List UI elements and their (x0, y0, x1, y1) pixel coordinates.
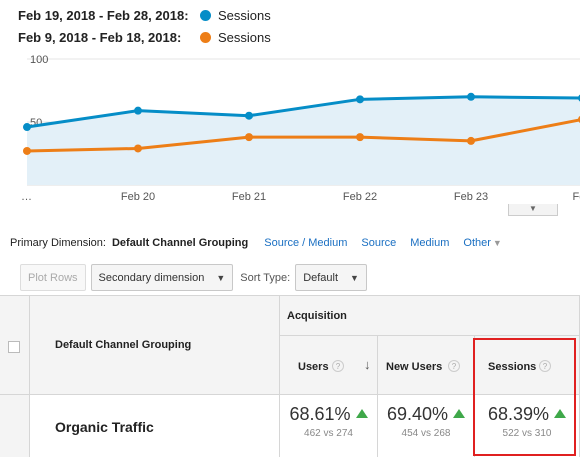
report-table: Default Channel Grouping Acquisition Use… (0, 295, 580, 457)
primary-dimension-label: Primary Dimension: (10, 237, 106, 249)
x-tick-label: … (21, 191, 32, 203)
metric-compare: 522 vs 310 (502, 428, 552, 439)
column-label-sessions: Sessions (488, 361, 537, 373)
legend-date-range: Feb 19, 2018 - Feb 28, 2018: (18, 7, 189, 23)
chart-legend: Feb 19, 2018 - Feb 28, 2018: Sessions Fe… (18, 4, 271, 48)
select-all-cell (0, 296, 30, 395)
data-point (245, 111, 253, 120)
row-checkbox-cell (0, 395, 30, 457)
column-header-users[interactable]: Users ? ↓ (280, 336, 378, 395)
help-icon[interactable]: ? (448, 360, 460, 372)
column-header-sessions[interactable]: Sessions ? (475, 336, 580, 395)
legend-metric: Sessions (218, 29, 271, 45)
dimension-link-source-medium[interactable]: Source / Medium (264, 237, 348, 249)
help-icon[interactable]: ? (332, 360, 344, 372)
metric-compare: 454 vs 268 (401, 428, 451, 439)
other-label: Other (463, 237, 491, 249)
data-point (134, 144, 142, 153)
dimension-other-dropdown[interactable]: Other ▼ (463, 237, 501, 249)
column-label-new-users: New Users (386, 361, 443, 373)
data-point (134, 106, 142, 115)
up-arrow-icon (554, 409, 567, 418)
metric-pct: 68.61% (289, 404, 351, 424)
y-tick-label: 100 (30, 54, 48, 66)
metric-pct: 69.40% (386, 404, 449, 424)
metric-sessions: 68.39% 522 vs 310 (475, 404, 579, 439)
metric-compare: 462 vs 274 (304, 428, 353, 439)
data-point (467, 92, 475, 101)
data-point (23, 123, 31, 132)
acquisition-label: Acquisition (287, 310, 347, 322)
data-point (245, 133, 253, 142)
column-header-new-users[interactable]: New Users ? (378, 336, 475, 395)
row-label-organic-traffic[interactable]: Organic Traffic (55, 419, 154, 435)
caret-down-icon: ▼ (216, 272, 226, 283)
x-tick-label: Feb 21 (232, 191, 266, 203)
sessions-highlight-box (473, 338, 576, 456)
x-tick-label: Feb 20 (121, 191, 155, 203)
legend-dot (200, 9, 211, 21)
acquisition-group-header: Acquisition (280, 296, 580, 336)
caret-down-icon: ▼ (350, 272, 359, 283)
legend-item-current: Feb 19, 2018 - Feb 28, 2018: Sessions (18, 4, 271, 26)
data-point (356, 95, 364, 104)
dimension-link-medium[interactable]: Medium (410, 237, 450, 249)
series-line-0 (26, 95, 580, 129)
x-tick-label: Feb (573, 191, 580, 203)
cell-new-users: 69.40% 454 vs 268 (378, 395, 475, 457)
primary-series-area (27, 96, 580, 185)
data-point (23, 146, 31, 155)
x-tick-label: Feb 23 (454, 191, 488, 203)
chevron-down-icon: ▼ (529, 204, 537, 213)
up-arrow-icon (355, 409, 368, 418)
primary-dimension-bar: Primary Dimension: Default Channel Group… (10, 237, 502, 249)
cell-users: 68.61% 462 vs 274 (280, 395, 378, 457)
sort-type-label: Sort Type: (240, 271, 291, 284)
legend-item-previous: Feb 9, 2018 - Feb 18, 2018: Sessions (18, 26, 271, 48)
column-label-users: Users (298, 361, 329, 373)
data-point (467, 136, 475, 145)
dimension-link-source[interactable]: Source (361, 237, 397, 249)
plot-rows-button[interactable]: Plot Rows (20, 264, 86, 291)
x-tick-label: Feb 22 (343, 191, 377, 203)
secondary-dimension-label: Secondary dimension (98, 271, 205, 284)
dimension-header-cell: Default Channel Grouping (30, 296, 280, 395)
sort-type-dropdown[interactable]: Default ▼ (295, 264, 367, 291)
secondary-dimension-dropdown[interactable]: Secondary dimension ▼ (90, 264, 234, 291)
sort-descending-icon[interactable]: ↓ (364, 357, 371, 372)
up-arrow-icon (453, 409, 466, 418)
legend-date-range: Feb 9, 2018 - Feb 18, 2018: (18, 29, 182, 45)
metric-users: 68.61% 462 vs 274 (280, 404, 377, 439)
primary-dimension-current: Default Channel Grouping (111, 237, 249, 249)
dimension-header[interactable]: Default Channel Grouping (55, 339, 192, 351)
sort-type-value: Default (303, 271, 339, 284)
data-point (356, 133, 364, 142)
metric-new-users: 69.40% 454 vs 268 (378, 404, 474, 439)
help-icon[interactable]: ? (539, 360, 551, 372)
table-controls: Plot Rows Secondary dimension ▼ Sort Typ… (20, 264, 367, 291)
caret-down-icon: ▼ (492, 238, 502, 248)
select-all-checkbox[interactable] (8, 341, 20, 353)
chart-scroll-handle[interactable]: ▼ (508, 204, 558, 216)
table-row: Organic Traffic (30, 395, 280, 457)
legend-metric: Sessions (218, 7, 271, 23)
series-line-1 (26, 118, 580, 153)
legend-dot (200, 31, 211, 43)
metric-pct: 68.39% (487, 404, 550, 424)
